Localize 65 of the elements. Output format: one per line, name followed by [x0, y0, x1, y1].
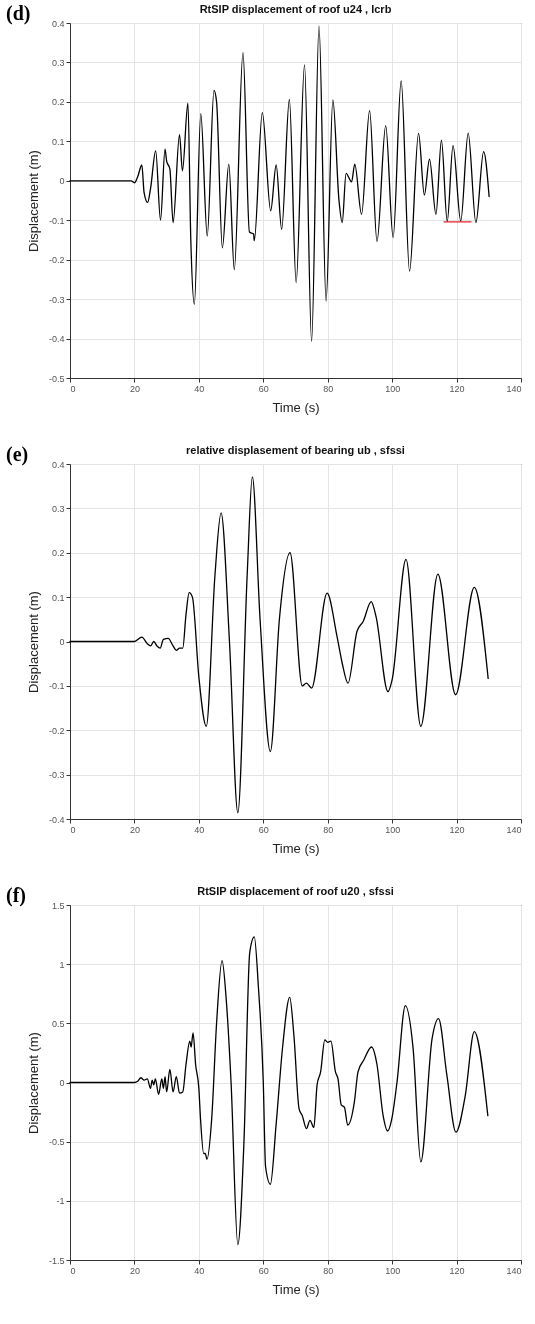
x-tick-label: 140 — [506, 824, 522, 835]
x-tick-label: 20 — [129, 383, 140, 394]
y-tick-label: 1 — [59, 959, 65, 970]
y-tick-label: -0.5 — [48, 1137, 65, 1148]
x-tick-label: 0 — [70, 1265, 76, 1276]
y-tick-label: -0.5 — [48, 373, 65, 384]
x-tick-label: 60 — [258, 1265, 269, 1276]
text: (d) — [6, 2, 31, 25]
chart-title: RtSIP displacement of roof u20 , sfssi — [197, 885, 394, 897]
x-tick-label: 40 — [194, 383, 205, 394]
x-axis-title: Time (s) — [272, 1281, 320, 1297]
x-tick-label: 0 — [70, 383, 76, 394]
y-tick-label: -0.1 — [48, 681, 65, 692]
x-tick-label: 140 — [506, 1265, 522, 1276]
y-tick-label: 0.3 — [51, 57, 65, 68]
y-tick-label: -1 — [56, 1196, 65, 1207]
line-series — [69, 25, 490, 342]
chart-title: RtSIP displacement of roof u24 , lcrb — [199, 3, 392, 15]
x-tick-label: 80 — [323, 824, 334, 835]
y-tick-label: 0 — [59, 1078, 65, 1088]
y-tick-label: 0.2 — [51, 97, 65, 108]
x-tick-label: 140 — [506, 383, 522, 394]
text: (e) — [6, 443, 29, 466]
x-axis-title: Time (s) — [272, 399, 320, 415]
x-tick-label: 60 — [258, 383, 269, 394]
y-tick-label: 0.2 — [51, 548, 65, 559]
y-tick-label: 0 — [59, 637, 65, 647]
x-tick-label: 80 — [323, 383, 334, 394]
x-tick-label: 60 — [258, 824, 269, 835]
y-tick-label: 1.5 — [51, 900, 65, 911]
x-tick-label: 40 — [194, 1265, 205, 1276]
x-tick-label: 20 — [129, 1265, 140, 1276]
y-axis-title: Displacement (m) — [25, 1032, 41, 1134]
y-tick-label: 0.1 — [51, 136, 65, 147]
y-tick-label: -0.4 — [48, 814, 65, 825]
x-tick-label: 120 — [449, 1265, 465, 1276]
y-tick-label: 0.5 — [51, 1018, 65, 1029]
y-axis-title: Displacement (m) — [25, 591, 41, 693]
x-tick-label: 100 — [385, 1265, 401, 1276]
y-tick-label: -0.2 — [48, 725, 65, 736]
y-tick-label: -0.3 — [48, 294, 65, 305]
x-tick-label: 80 — [323, 1265, 334, 1276]
y-tick-label: -0.1 — [48, 215, 65, 226]
chart-title: relative displasement of bearing ub , sfssi — [186, 444, 405, 456]
y-tick-label: 0 — [59, 176, 65, 187]
line-series — [69, 476, 489, 814]
x-tick-label: 100 — [385, 383, 401, 394]
x-tick-label: 20 — [129, 824, 140, 835]
x-tick-label: 100 — [385, 824, 401, 835]
text: (f) — [6, 884, 26, 907]
y-axis-title: Displacement (m) — [25, 150, 41, 252]
x-tick-label: 40 — [194, 824, 205, 835]
y-tick-label: -1.5 — [48, 1255, 65, 1266]
x-tick-label: 120 — [449, 824, 465, 835]
x-tick-label: 0 — [70, 824, 76, 835]
x-tick-label: 120 — [449, 383, 465, 394]
line-series — [69, 936, 489, 1246]
y-tick-label: -0.4 — [48, 334, 65, 345]
y-tick-label: 0.3 — [51, 503, 65, 514]
x-axis-title: Time (s) — [272, 840, 320, 856]
y-tick-label: -0.2 — [48, 255, 65, 266]
y-tick-label: 0.1 — [51, 592, 65, 603]
y-tick-label: -0.3 — [48, 770, 65, 781]
y-tick-label: 0.4 — [51, 18, 65, 29]
y-tick-label: 0.4 — [51, 459, 65, 470]
